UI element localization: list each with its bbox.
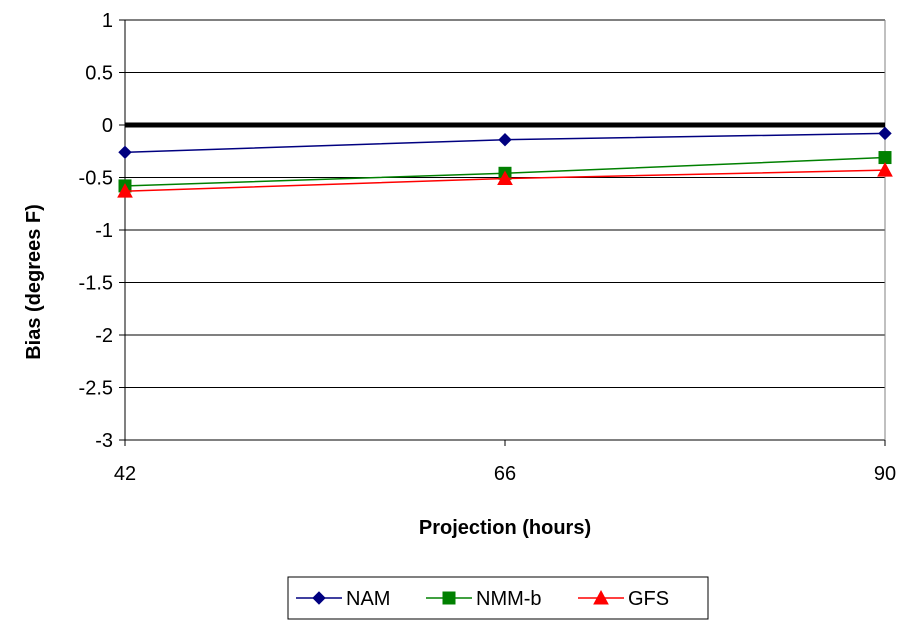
- data-point-nam: [118, 145, 132, 160]
- y-tick-label: -0.5: [79, 168, 113, 190]
- legend-box: [287, 576, 709, 620]
- y-tick-labels: 1 0.5 0 -0.5 -1 -1.5 -2 -2.5 -3: [79, 10, 113, 452]
- y-tick-label: 0.5: [85, 63, 113, 85]
- y-tick-label: -3: [95, 430, 113, 452]
- x-tick-label: 90: [874, 463, 896, 485]
- data-point-gfs: [117, 183, 133, 198]
- data-point-nam: [498, 132, 512, 147]
- y-tick-label: -2.5: [79, 378, 113, 400]
- legend-marker-nam: [312, 591, 326, 605]
- legend-label: GFS: [628, 588, 669, 610]
- y-tick-label: 1: [102, 10, 113, 32]
- y-tick-label: -2: [95, 325, 113, 347]
- series-nam: [118, 126, 892, 160]
- x-axis-title: Projection (hours): [419, 517, 591, 539]
- legend-label: NAM: [346, 588, 390, 610]
- y-tick-label: -1: [95, 220, 113, 242]
- legend-marker-gfs: [593, 589, 609, 605]
- legend-marker-nmm-b: [442, 591, 456, 605]
- legend-label: NMM-b: [476, 588, 542, 610]
- data-point-gfs: [497, 170, 513, 186]
- series-gfs: [117, 162, 893, 198]
- y-axis-title: Bias (degrees F): [23, 204, 45, 360]
- y-tick-label: 0: [102, 115, 113, 137]
- legend-entry-nam: NAM: [296, 588, 390, 610]
- x-tick-label: 42: [114, 463, 136, 485]
- data-point-gfs: [877, 162, 893, 177]
- series-group: [117, 126, 893, 198]
- gridlines: [125, 19, 885, 441]
- legend-entry-nmm-b: NMM-b: [426, 588, 542, 610]
- data-point-nmm-b: [878, 151, 892, 165]
- x-tick-label: 66: [494, 463, 516, 485]
- x-tick-labels: 42 66 90: [114, 463, 896, 485]
- legend: NAM NMM-b GFS: [287, 576, 709, 620]
- data-point-nam: [878, 126, 892, 141]
- legend-entry-gfs: GFS: [578, 588, 669, 610]
- y-tick-label: -1.5: [79, 273, 113, 295]
- plot-area: [119, 19, 886, 446]
